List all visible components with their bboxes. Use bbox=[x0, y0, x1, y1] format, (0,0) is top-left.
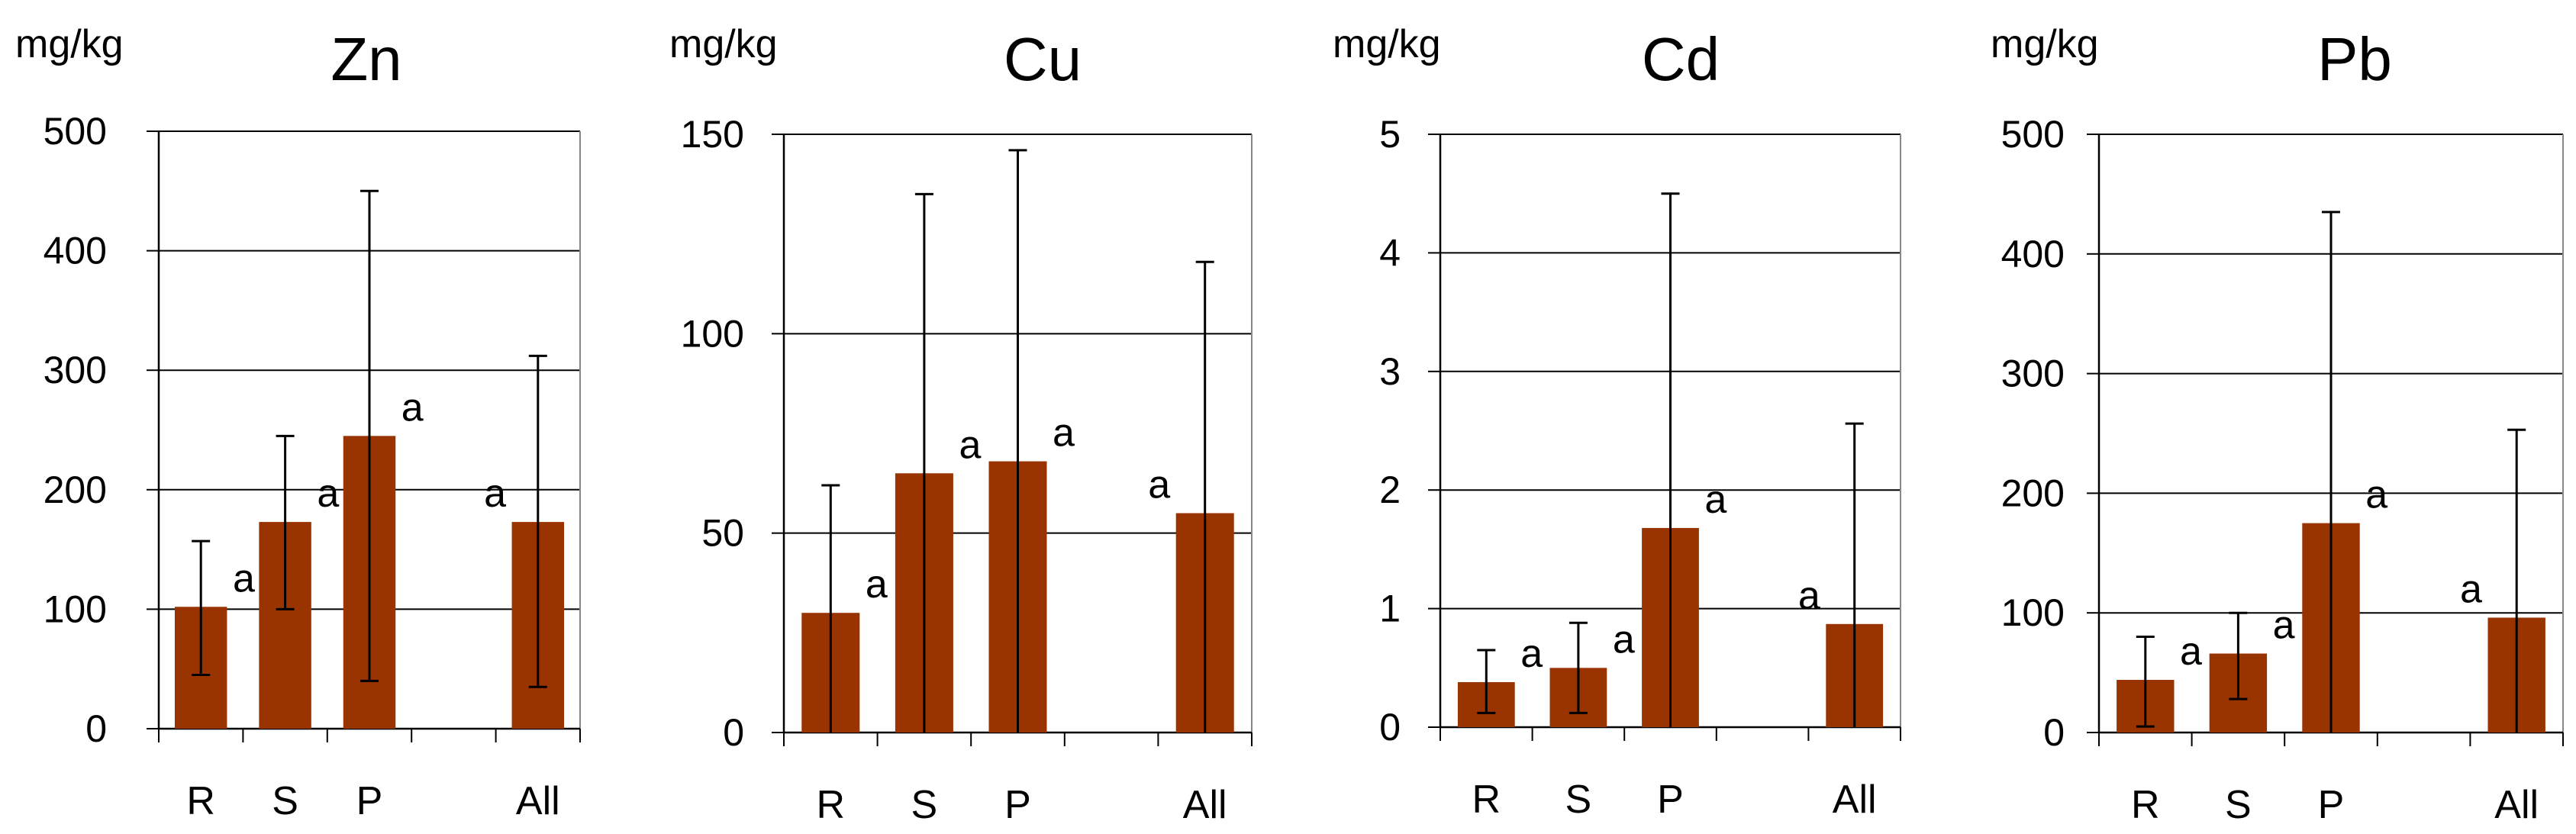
y-tick-label: 200 bbox=[2001, 472, 2065, 514]
y-tick-label: 4 bbox=[1379, 231, 1401, 274]
y-tick-label: 400 bbox=[2001, 233, 2065, 275]
y-tick-label: 0 bbox=[2043, 711, 2065, 754]
chart-title: Cu bbox=[1004, 25, 1082, 93]
y-tick-label: 400 bbox=[44, 230, 107, 272]
significance-letter: a bbox=[1704, 478, 1726, 522]
significance-letter: a bbox=[2273, 604, 2295, 648]
significance-letter: a bbox=[959, 423, 981, 467]
y-tick-label: 100 bbox=[681, 312, 744, 355]
x-category-label: All bbox=[1183, 783, 1227, 827]
y-tick-label: 2 bbox=[1379, 469, 1401, 511]
y-tick-label: 100 bbox=[44, 588, 107, 630]
significance-letter: a bbox=[1613, 617, 1635, 662]
y-tick-label: 100 bbox=[2001, 591, 2065, 634]
x-category-label: R bbox=[2131, 783, 2160, 827]
x-category-label: S bbox=[911, 783, 938, 827]
x-category-label: S bbox=[1565, 778, 1592, 822]
x-category-label: R bbox=[186, 779, 215, 823]
y-tick-label: 50 bbox=[701, 512, 744, 555]
significance-letter: a bbox=[2460, 567, 2482, 611]
chart-panel-cd: mg/kg Cd 0 1 2 3 4 5 Ra Sa Pa All a bbox=[1333, 22, 1901, 822]
y-tick-label: 0 bbox=[1379, 706, 1401, 749]
y-tick-label: 500 bbox=[44, 110, 107, 153]
y-unit-label: mg/kg bbox=[15, 22, 124, 66]
y-tick-label: 0 bbox=[723, 711, 744, 754]
significance-letter: a bbox=[2365, 473, 2387, 517]
chart-title: Cd bbox=[1642, 25, 1720, 93]
x-category-label: S bbox=[272, 779, 298, 823]
significance-letter: a bbox=[233, 556, 255, 601]
significance-letter: a bbox=[866, 562, 888, 607]
y-tick-label: 1 bbox=[1379, 588, 1401, 630]
chart-panel-pb: mg/kg Pb 0 100 200 300 400 500 Ra Sa Pa All a bbox=[1991, 22, 2564, 827]
significance-letter: a bbox=[1148, 463, 1170, 507]
chart-title: Pb bbox=[2317, 25, 2392, 93]
significance-letter: a bbox=[1520, 632, 1543, 676]
x-category-label: All bbox=[516, 779, 560, 823]
significance-letter: a bbox=[401, 385, 424, 430]
x-category-label: All bbox=[1833, 778, 1877, 822]
chart-panel-cu: mg/kg Cu 0 50 100 150 Ra Sa Pa All a bbox=[669, 22, 1253, 827]
significance-letter: a bbox=[1053, 411, 1075, 456]
y-unit-label: mg/kg bbox=[1333, 22, 1441, 66]
significance-letter: a bbox=[2180, 630, 2202, 674]
y-tick-label: 3 bbox=[1379, 350, 1401, 393]
x-category-label: P bbox=[1657, 778, 1684, 822]
x-category-label: P bbox=[2318, 783, 2345, 827]
y-unit-label: mg/kg bbox=[669, 22, 778, 66]
y-tick-label: 0 bbox=[85, 707, 107, 750]
x-category-label: All bbox=[2494, 783, 2539, 827]
x-category-label: R bbox=[817, 783, 846, 827]
x-category-label: P bbox=[356, 779, 383, 823]
significance-letter: a bbox=[317, 472, 339, 516]
x-category-label: P bbox=[1004, 783, 1031, 827]
y-tick-label: 500 bbox=[2001, 113, 2065, 156]
y-tick-label: 300 bbox=[2001, 353, 2065, 395]
y-unit-label: mg/kg bbox=[1991, 22, 2099, 66]
y-tick-label: 150 bbox=[681, 113, 744, 156]
y-tick-label: 300 bbox=[44, 349, 107, 391]
x-category-label: R bbox=[1472, 778, 1501, 822]
y-tick-label: 200 bbox=[44, 469, 107, 511]
y-tick-label: 5 bbox=[1379, 113, 1401, 156]
chart-title: Zn bbox=[330, 25, 401, 93]
significance-letter: a bbox=[484, 472, 506, 516]
significance-letter: a bbox=[1798, 574, 1820, 618]
chart-panel-zn: mg/kg Zn 0 100 200 300 400 500 Ra Sa Pa All a bbox=[15, 22, 581, 823]
x-category-label: S bbox=[2225, 783, 2252, 827]
